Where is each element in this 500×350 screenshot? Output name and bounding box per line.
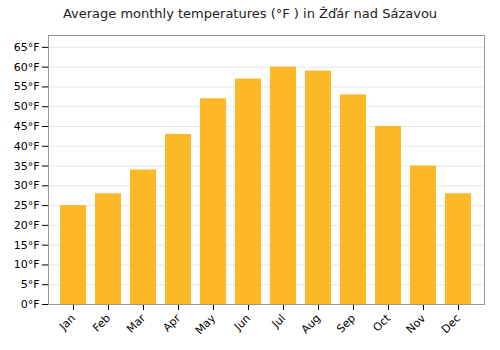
svg-text:5°F: 5°F [21,278,40,291]
svg-text:0°F: 0°F [21,298,40,311]
svg-text:Aug: Aug [299,312,323,336]
svg-text:Jun: Jun [231,312,253,334]
html-text:Average monthly temperatures (: Average monthly temperatures (°F ) in Žď… [62,6,438,21]
svg-text:55°F: 55°F [14,80,40,93]
svg-text:Apr: Apr [160,311,183,334]
svg-text:Jul: Jul [269,312,288,331]
svg-text:50°F: 50°F [14,100,40,113]
svg-text:Jan: Jan [56,312,78,334]
svg-text:Oct: Oct [370,311,393,334]
svg-text:65°F: 65°F [14,41,40,54]
svg-text:45°F: 45°F [14,120,40,133]
svg-text:Dec: Dec [439,312,463,336]
svg-text:40°F: 40°F [14,140,40,153]
svg-text:20°F: 20°F [14,219,40,232]
svg-text:30°F: 30°F [14,179,40,192]
svg-text:Mar: Mar [124,311,148,335]
svg-text:15°F: 15°F [14,239,40,252]
svg-text:25°F: 25°F [14,199,40,212]
svg-text:Feb: Feb [90,312,113,335]
svg-text:35°F: 35°F [14,160,40,173]
svg-text:60°F: 60°F [14,61,40,74]
svg-text:Nov: Nov [404,311,429,336]
svg-text:May: May [193,311,219,337]
svg-text:10°F: 10°F [14,258,40,271]
svg-text:Sep: Sep [334,312,358,336]
